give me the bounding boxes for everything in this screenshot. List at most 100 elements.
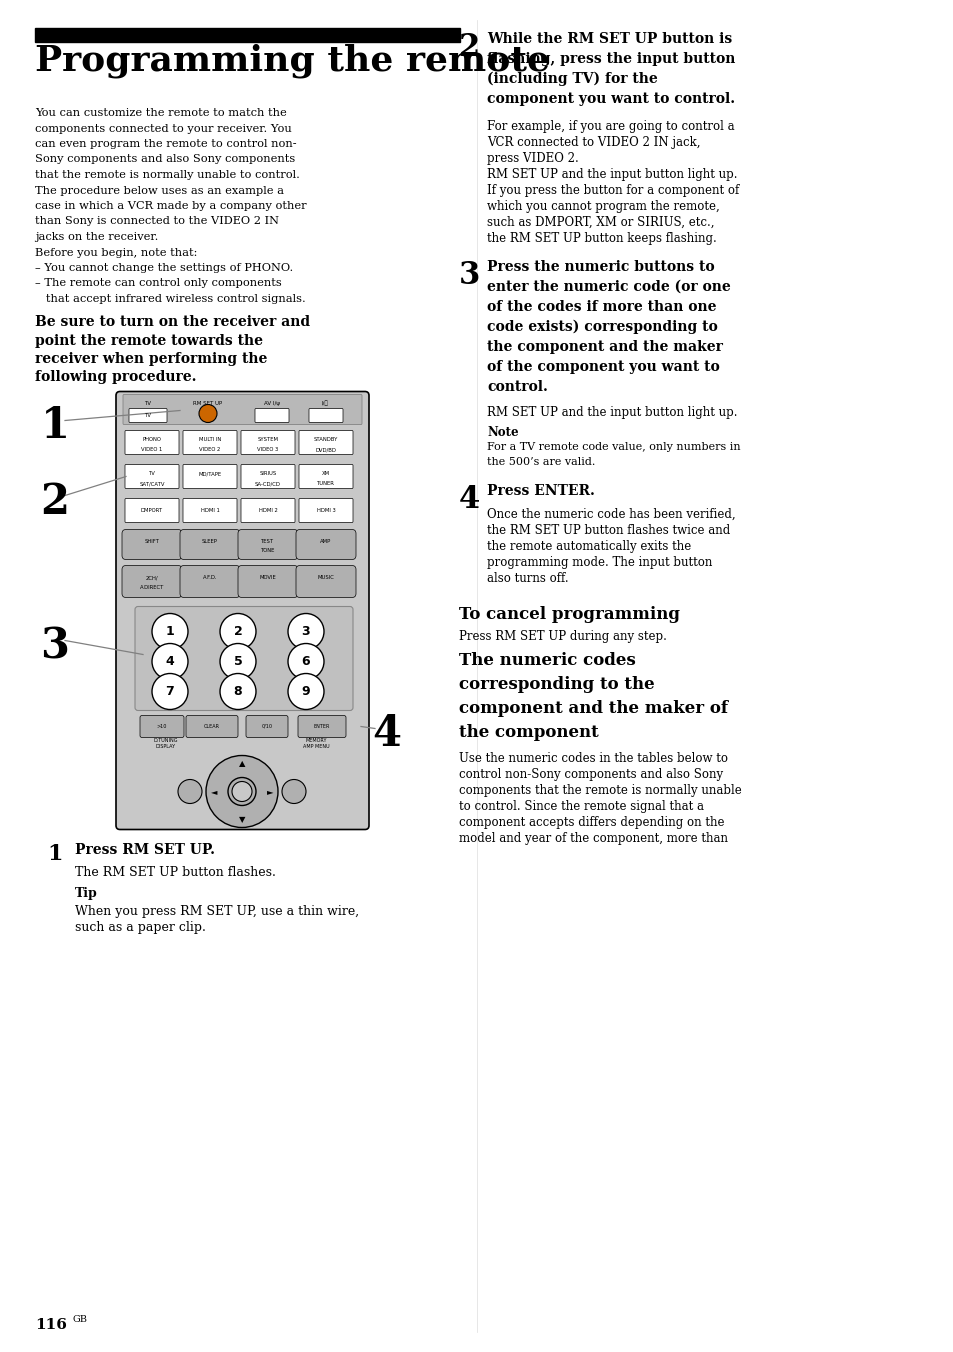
- Text: You can customize the remote to match the: You can customize the remote to match th…: [35, 108, 287, 118]
- Text: – The remote can control only components: – The remote can control only components: [35, 279, 281, 288]
- Circle shape: [220, 614, 255, 649]
- Text: I/⏻: I/⏻: [321, 400, 328, 407]
- Text: Press ENTER.: Press ENTER.: [486, 484, 595, 498]
- Text: can even program the remote to control non-: can even program the remote to control n…: [35, 139, 296, 149]
- Text: DMPORT: DMPORT: [141, 508, 163, 512]
- Text: While the RM SET UP button is: While the RM SET UP button is: [486, 32, 732, 46]
- Circle shape: [288, 614, 324, 649]
- Text: ►: ►: [267, 787, 273, 796]
- Text: control.: control.: [486, 380, 547, 393]
- Text: Note: Note: [486, 426, 518, 439]
- Text: components that the remote is normally unable: components that the remote is normally u…: [458, 784, 741, 796]
- Text: 1: 1: [40, 406, 70, 448]
- Circle shape: [206, 756, 277, 827]
- Circle shape: [228, 777, 255, 806]
- Text: than Sony is connected to the VIDEO 2 IN: than Sony is connected to the VIDEO 2 IN: [35, 216, 278, 227]
- Text: If you press the button for a component of: If you press the button for a component …: [486, 184, 739, 197]
- Text: STANDBY: STANDBY: [314, 437, 337, 442]
- Text: Tip: Tip: [75, 887, 97, 900]
- Text: Sony components and also Sony components: Sony components and also Sony components: [35, 154, 294, 165]
- Text: 8: 8: [233, 685, 242, 698]
- Text: SA-CD/CD: SA-CD/CD: [254, 481, 280, 485]
- Text: 2: 2: [40, 480, 70, 522]
- Text: 4: 4: [166, 654, 174, 668]
- FancyBboxPatch shape: [123, 395, 361, 425]
- FancyBboxPatch shape: [237, 530, 297, 560]
- Text: ENTER: ENTER: [314, 725, 330, 729]
- Text: GB: GB: [73, 1315, 88, 1324]
- Circle shape: [178, 780, 202, 803]
- Text: model and year of the component, more than: model and year of the component, more th…: [458, 831, 727, 845]
- Text: Use the numeric codes in the tables below to: Use the numeric codes in the tables belo…: [458, 752, 727, 765]
- Text: 1: 1: [166, 625, 174, 638]
- Text: flashing, press the input button: flashing, press the input button: [486, 51, 735, 66]
- FancyBboxPatch shape: [295, 565, 355, 598]
- FancyBboxPatch shape: [241, 465, 294, 488]
- Circle shape: [220, 644, 255, 680]
- Text: such as a paper clip.: such as a paper clip.: [75, 922, 206, 934]
- Text: 4: 4: [372, 714, 401, 756]
- FancyBboxPatch shape: [122, 565, 182, 598]
- FancyBboxPatch shape: [237, 565, 297, 598]
- Text: MULTI IN: MULTI IN: [198, 437, 221, 442]
- Text: Programming the remote: Programming the remote: [35, 45, 550, 78]
- Text: TUNER: TUNER: [316, 481, 335, 485]
- Text: 5: 5: [233, 654, 242, 668]
- Text: HDMI 3: HDMI 3: [316, 508, 335, 512]
- FancyBboxPatch shape: [246, 715, 288, 737]
- Text: AV I/ψ: AV I/ψ: [264, 402, 280, 406]
- Circle shape: [232, 781, 252, 802]
- Text: Before you begin, note that:: Before you begin, note that:: [35, 247, 197, 257]
- FancyBboxPatch shape: [295, 530, 355, 560]
- FancyBboxPatch shape: [241, 499, 294, 522]
- Text: control non-Sony components and also Sony: control non-Sony components and also Son…: [458, 768, 722, 781]
- Text: component and the maker of: component and the maker of: [458, 700, 727, 717]
- Text: that the remote is normally unable to control.: that the remote is normally unable to co…: [35, 170, 299, 180]
- Text: 3: 3: [301, 625, 310, 638]
- Text: RM SET UP and the input button light up.: RM SET UP and the input button light up.: [486, 168, 737, 181]
- Circle shape: [288, 673, 324, 710]
- Text: The procedure below uses as an example a: The procedure below uses as an example a: [35, 185, 284, 196]
- Text: – You cannot change the settings of PHONO.: – You cannot change the settings of PHON…: [35, 264, 293, 273]
- Text: D.TUNING: D.TUNING: [153, 737, 178, 742]
- FancyBboxPatch shape: [298, 430, 353, 454]
- Text: VIDEO 2: VIDEO 2: [199, 448, 220, 452]
- FancyBboxPatch shape: [129, 408, 167, 422]
- Text: component you want to control.: component you want to control.: [486, 92, 735, 105]
- Text: the RM SET UP button keeps flashing.: the RM SET UP button keeps flashing.: [486, 233, 716, 245]
- Text: the remote automatically exits the: the remote automatically exits the: [486, 539, 691, 553]
- Text: >10: >10: [156, 725, 167, 729]
- Circle shape: [152, 644, 188, 680]
- Circle shape: [152, 614, 188, 649]
- Text: jacks on the receiver.: jacks on the receiver.: [35, 233, 158, 242]
- Text: of the component you want to: of the component you want to: [486, 360, 719, 375]
- Text: that accept infrared wireless control signals.: that accept infrared wireless control si…: [35, 293, 305, 304]
- Text: 6: 6: [301, 654, 310, 668]
- Text: programming mode. The input button: programming mode. The input button: [486, 556, 712, 569]
- Text: point the remote towards the: point the remote towards the: [35, 334, 263, 347]
- Text: corresponding to the: corresponding to the: [458, 676, 654, 694]
- Circle shape: [282, 780, 306, 803]
- Text: enter the numeric code (or one: enter the numeric code (or one: [486, 280, 730, 293]
- Text: A.DIRECT: A.DIRECT: [140, 585, 164, 589]
- FancyBboxPatch shape: [135, 607, 353, 711]
- Text: 3: 3: [458, 260, 480, 291]
- Text: MD/TAPE: MD/TAPE: [198, 470, 221, 476]
- Text: DVD/BD: DVD/BD: [315, 448, 336, 452]
- Text: 2: 2: [233, 625, 242, 638]
- Text: MOVIE: MOVIE: [259, 575, 276, 580]
- FancyBboxPatch shape: [125, 465, 179, 488]
- FancyBboxPatch shape: [241, 430, 294, 454]
- Text: DISPLAY: DISPLAY: [155, 744, 176, 749]
- FancyBboxPatch shape: [125, 430, 179, 454]
- Text: TV: TV: [144, 402, 152, 406]
- Text: components connected to your receiver. You: components connected to your receiver. Y…: [35, 123, 292, 134]
- Text: press VIDEO 2.: press VIDEO 2.: [486, 151, 578, 165]
- Text: PHONO: PHONO: [142, 437, 161, 442]
- Text: CLEAR: CLEAR: [204, 725, 220, 729]
- Text: For a TV remote code value, only numbers in: For a TV remote code value, only numbers…: [486, 442, 740, 452]
- FancyBboxPatch shape: [180, 530, 240, 560]
- Text: 0/10: 0/10: [261, 725, 273, 729]
- Text: MUSIC: MUSIC: [317, 575, 335, 580]
- Text: VIDEO 3: VIDEO 3: [257, 448, 278, 452]
